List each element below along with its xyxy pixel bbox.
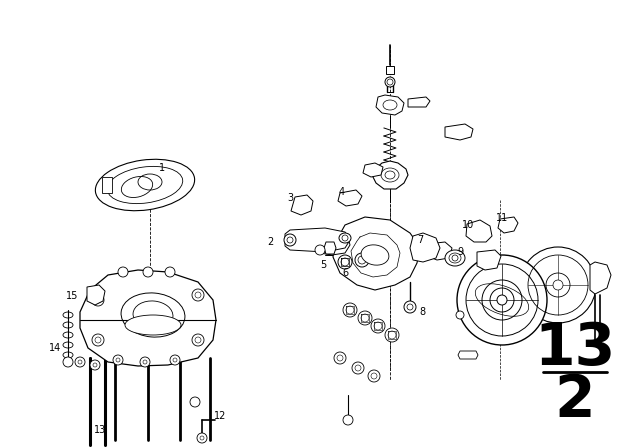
- Ellipse shape: [95, 159, 195, 211]
- Text: 4: 4: [339, 187, 345, 197]
- Circle shape: [338, 255, 352, 269]
- Circle shape: [190, 397, 200, 407]
- Polygon shape: [102, 177, 112, 193]
- Polygon shape: [590, 262, 611, 294]
- Polygon shape: [498, 217, 518, 233]
- Circle shape: [140, 357, 150, 367]
- Circle shape: [197, 433, 207, 443]
- Ellipse shape: [381, 168, 399, 182]
- Text: 14: 14: [49, 343, 61, 353]
- Polygon shape: [338, 190, 362, 206]
- Ellipse shape: [445, 250, 465, 266]
- Text: 13: 13: [534, 319, 616, 376]
- Text: 1: 1: [159, 163, 165, 173]
- Circle shape: [143, 267, 153, 277]
- Circle shape: [113, 355, 123, 365]
- Ellipse shape: [138, 174, 162, 190]
- Polygon shape: [466, 220, 492, 242]
- Circle shape: [170, 355, 180, 365]
- Polygon shape: [363, 163, 383, 177]
- Polygon shape: [320, 233, 350, 255]
- Polygon shape: [458, 351, 478, 359]
- Text: 7: 7: [417, 235, 423, 245]
- Circle shape: [63, 357, 73, 367]
- Polygon shape: [333, 217, 420, 290]
- Circle shape: [355, 253, 369, 267]
- Polygon shape: [372, 161, 408, 189]
- Text: 2: 2: [267, 237, 273, 247]
- Circle shape: [343, 415, 353, 425]
- Circle shape: [90, 360, 100, 370]
- Ellipse shape: [121, 293, 185, 337]
- Circle shape: [368, 370, 380, 382]
- Circle shape: [546, 273, 570, 297]
- Circle shape: [192, 334, 204, 346]
- Text: 6: 6: [342, 268, 348, 278]
- Polygon shape: [376, 95, 404, 115]
- Text: 13: 13: [94, 425, 106, 435]
- Text: 10: 10: [462, 220, 474, 230]
- Polygon shape: [386, 66, 394, 74]
- Circle shape: [315, 245, 325, 255]
- Text: 8: 8: [419, 307, 425, 317]
- Polygon shape: [427, 242, 452, 260]
- Ellipse shape: [284, 234, 296, 246]
- Text: 3: 3: [287, 193, 293, 203]
- Circle shape: [92, 294, 104, 306]
- Text: 15: 15: [66, 291, 78, 301]
- Circle shape: [92, 334, 104, 346]
- Text: 9: 9: [457, 247, 463, 257]
- Circle shape: [553, 280, 563, 290]
- Text: 12: 12: [214, 411, 226, 421]
- Ellipse shape: [361, 245, 389, 265]
- Polygon shape: [285, 228, 350, 252]
- Text: 5: 5: [320, 260, 326, 270]
- Circle shape: [75, 357, 85, 367]
- Polygon shape: [445, 124, 473, 140]
- Circle shape: [404, 301, 416, 313]
- Polygon shape: [80, 270, 216, 366]
- Polygon shape: [87, 285, 105, 305]
- Text: 2: 2: [555, 371, 595, 428]
- Circle shape: [385, 328, 399, 342]
- Polygon shape: [291, 195, 313, 215]
- Circle shape: [358, 311, 372, 325]
- Circle shape: [192, 289, 204, 301]
- Text: 11: 11: [496, 213, 508, 223]
- Circle shape: [520, 247, 596, 323]
- Circle shape: [482, 280, 522, 320]
- Circle shape: [456, 311, 464, 319]
- Circle shape: [343, 303, 357, 317]
- Polygon shape: [324, 242, 336, 254]
- Circle shape: [457, 255, 547, 345]
- Polygon shape: [410, 233, 440, 262]
- Polygon shape: [477, 250, 501, 270]
- Circle shape: [497, 295, 507, 305]
- Circle shape: [334, 352, 346, 364]
- Circle shape: [371, 319, 385, 333]
- Circle shape: [352, 362, 364, 374]
- Circle shape: [385, 77, 395, 87]
- Ellipse shape: [339, 233, 351, 243]
- Ellipse shape: [125, 315, 181, 335]
- Polygon shape: [408, 97, 430, 107]
- Circle shape: [165, 267, 175, 277]
- Circle shape: [118, 267, 128, 277]
